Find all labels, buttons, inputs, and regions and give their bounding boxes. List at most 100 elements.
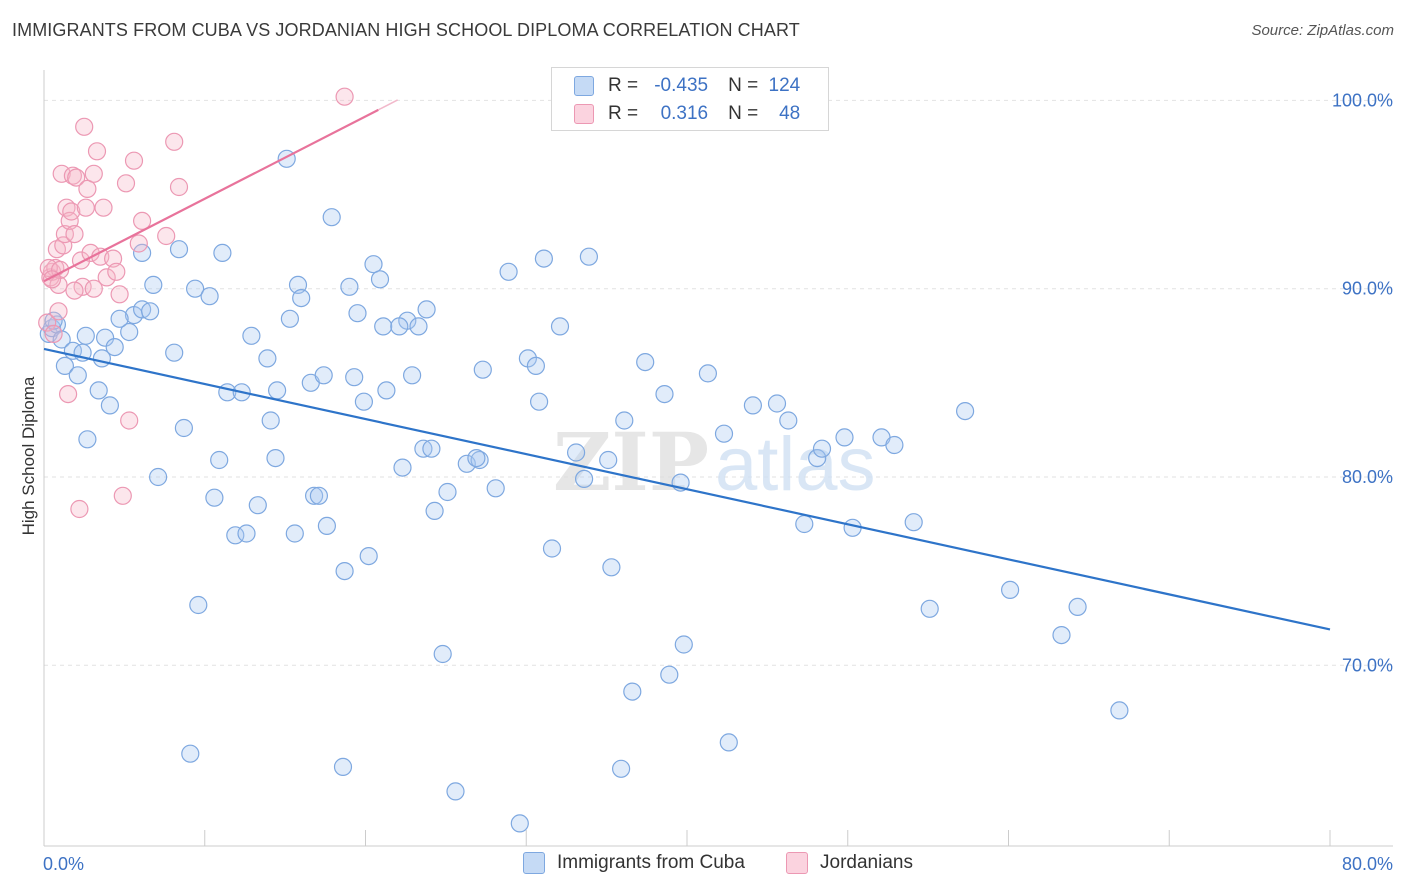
y-tick-labels: 70.0% 80.0% 90.0% 100.0% bbox=[1332, 90, 1393, 675]
y-tick-label: 80.0% bbox=[1342, 467, 1393, 487]
data-point bbox=[63, 166, 83, 185]
data-point bbox=[808, 449, 827, 468]
data-point bbox=[409, 317, 428, 336]
data-point bbox=[812, 439, 832, 458]
data-point bbox=[258, 349, 277, 368]
data-point bbox=[242, 326, 261, 345]
data-point bbox=[268, 381, 287, 400]
gridlines bbox=[44, 99, 1393, 666]
data-point bbox=[417, 300, 436, 319]
stats-legend: R = -0.435 N = 124 R = 0.316 N = 48 bbox=[551, 67, 829, 131]
data-point bbox=[181, 744, 200, 763]
source-note: Source: ZipAtlas.com bbox=[1251, 22, 1394, 39]
data-point bbox=[698, 364, 718, 383]
legend-swatch-pink bbox=[574, 104, 594, 124]
axes bbox=[43, 70, 1393, 847]
data-point bbox=[67, 168, 86, 187]
legend-n-label: N = bbox=[728, 75, 759, 96]
data-point bbox=[467, 449, 486, 468]
data-point bbox=[70, 499, 89, 519]
data-point bbox=[795, 514, 814, 534]
data-point bbox=[566, 443, 586, 462]
data-point bbox=[44, 311, 63, 330]
data-point bbox=[78, 430, 97, 449]
legend-r-value: 0.316 bbox=[660, 103, 709, 124]
data-point bbox=[133, 211, 152, 230]
legend-label-cuba: Immigrants from Cuba bbox=[557, 852, 745, 873]
data-point bbox=[955, 402, 975, 421]
data-point bbox=[660, 665, 679, 684]
legend-n-label: N = bbox=[728, 103, 759, 124]
data-point bbox=[213, 243, 232, 262]
data-point bbox=[113, 486, 132, 505]
data-point bbox=[205, 488, 224, 507]
data-point bbox=[534, 249, 554, 268]
data-point bbox=[317, 516, 336, 536]
watermark: ZIP atlas bbox=[553, 415, 876, 509]
data-point bbox=[1110, 701, 1129, 720]
trendline-cuba bbox=[43, 347, 1331, 631]
data-point bbox=[422, 439, 441, 458]
data-point bbox=[292, 289, 311, 308]
data-point bbox=[473, 360, 492, 379]
watermark-atlas: atlas bbox=[715, 422, 876, 507]
series-immigrants-from-cuba bbox=[39, 149, 1129, 833]
data-point bbox=[529, 392, 549, 411]
data-point bbox=[599, 450, 618, 470]
data-point bbox=[615, 411, 634, 430]
y-axis-label: High School Diploma bbox=[19, 376, 38, 535]
data-point bbox=[393, 458, 412, 477]
data-point bbox=[65, 225, 84, 244]
data-point bbox=[305, 486, 324, 505]
data-point bbox=[602, 558, 621, 577]
data-point bbox=[100, 396, 120, 415]
data-point bbox=[359, 546, 378, 566]
data-point bbox=[364, 255, 383, 274]
data-point bbox=[210, 450, 229, 470]
data-point bbox=[120, 411, 139, 430]
data-point bbox=[133, 243, 152, 262]
data-point bbox=[486, 479, 505, 498]
x-ticks bbox=[204, 830, 1331, 846]
data-point bbox=[55, 356, 75, 375]
data-point bbox=[904, 513, 923, 532]
data-point bbox=[470, 450, 489, 470]
trendlines bbox=[43, 99, 1331, 631]
data-point bbox=[843, 518, 862, 537]
data-point bbox=[348, 304, 367, 323]
data-point bbox=[370, 270, 390, 289]
legend-swatch-blue bbox=[523, 852, 545, 874]
data-point bbox=[62, 202, 81, 221]
data-point bbox=[58, 385, 78, 404]
data-point bbox=[579, 247, 599, 266]
data-point bbox=[141, 302, 160, 321]
legend-swatch-blue bbox=[574, 76, 594, 96]
data-point bbox=[129, 234, 148, 253]
data-point bbox=[280, 309, 299, 328]
legend-item-cuba: Immigrants from Cuba bbox=[523, 852, 745, 874]
legend-swatch-pink bbox=[786, 852, 808, 874]
data-point bbox=[94, 198, 113, 217]
data-point bbox=[1000, 580, 1020, 600]
y-tick-label: 90.0% bbox=[1342, 279, 1393, 299]
data-point bbox=[89, 381, 108, 400]
data-point bbox=[78, 179, 97, 198]
data-point bbox=[611, 759, 631, 778]
data-point bbox=[636, 353, 655, 372]
x-tick-label-min: 0.0% bbox=[43, 854, 84, 874]
data-point bbox=[157, 226, 176, 246]
data-point bbox=[674, 635, 693, 654]
data-point bbox=[719, 733, 738, 752]
data-point bbox=[169, 177, 189, 197]
data-point bbox=[779, 411, 798, 430]
data-point bbox=[542, 539, 562, 558]
data-point bbox=[54, 236, 73, 255]
data-point bbox=[266, 449, 285, 468]
chart-title: IMMIGRANTS FROM CUBA VS JORDANIAN HIGH S… bbox=[12, 20, 800, 40]
data-point bbox=[655, 385, 674, 404]
data-point bbox=[75, 117, 94, 136]
data-point bbox=[499, 262, 518, 281]
legend-r-value: -0.435 bbox=[654, 75, 709, 96]
y-tick-label: 100.0% bbox=[1332, 90, 1393, 110]
